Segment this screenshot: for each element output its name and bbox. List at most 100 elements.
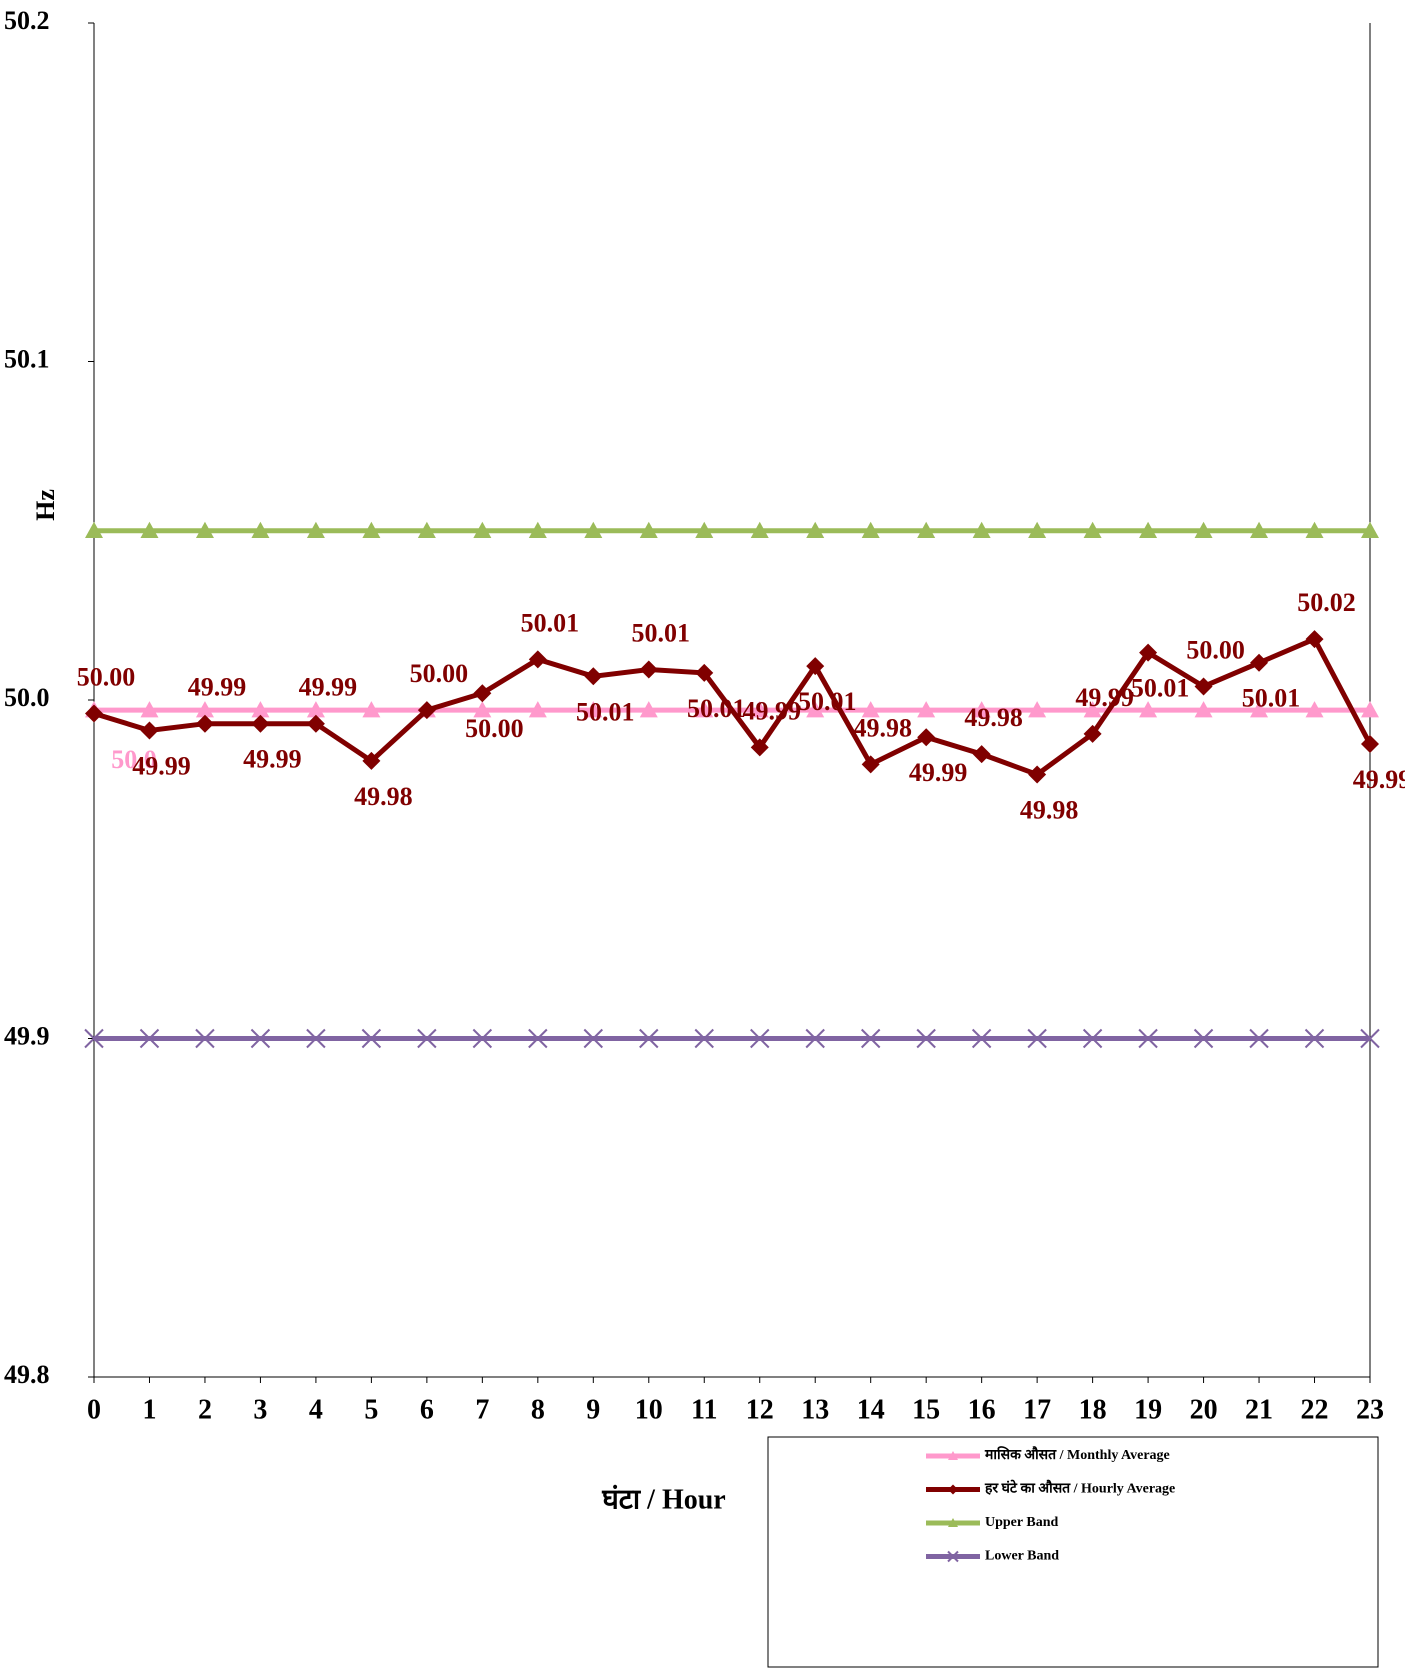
point <box>362 521 381 538</box>
point <box>750 738 769 757</box>
data-label: 49.99 <box>132 751 191 780</box>
x-tick-label: 20 <box>1190 1394 1218 1425</box>
point <box>972 521 991 538</box>
point <box>1193 1028 1214 1049</box>
point <box>917 701 936 718</box>
point <box>917 521 936 538</box>
data-label: 49.98 <box>853 713 912 742</box>
point <box>85 704 103 723</box>
legend-marker <box>948 1451 958 1460</box>
point <box>639 521 658 538</box>
x-tick-label: 5 <box>364 1394 378 1425</box>
point <box>1250 653 1269 672</box>
x-tick-label: 14 <box>857 1394 885 1425</box>
point <box>860 1028 881 1049</box>
x-tick-label: 10 <box>635 1394 663 1425</box>
x-tick-label: 18 <box>1079 1394 1107 1425</box>
point <box>1250 521 1269 538</box>
point <box>1194 521 1213 538</box>
point <box>917 728 936 747</box>
point <box>140 721 159 740</box>
data-label: 49.98 <box>354 782 413 811</box>
point <box>1139 521 1158 538</box>
point <box>972 745 991 764</box>
point <box>251 521 270 538</box>
x-tick-label: 7 <box>475 1394 489 1425</box>
point <box>1250 701 1269 718</box>
data-label: 50.00 <box>1186 635 1245 664</box>
data-label: 50.01 <box>1131 674 1190 703</box>
point <box>806 701 825 718</box>
point <box>361 1028 382 1049</box>
legend-marker <box>948 1518 958 1527</box>
data-label: 49.99 <box>243 745 302 774</box>
point <box>85 521 103 538</box>
point <box>695 701 714 718</box>
point <box>306 1028 326 1049</box>
data-label: 49.99 <box>1353 765 1405 794</box>
x-tick-label: 9 <box>586 1394 600 1425</box>
data-label: 49.99 <box>299 673 358 702</box>
data-label: 50.01 <box>1242 684 1301 713</box>
x-tick-label: 22 <box>1301 1394 1329 1425</box>
point <box>695 521 714 538</box>
point <box>473 701 492 718</box>
point <box>417 521 436 538</box>
x-axis-label: घंटा / Hour <box>601 1484 725 1515</box>
point <box>528 1028 548 1049</box>
data-label: 49.99 <box>188 673 247 702</box>
point <box>916 1028 936 1049</box>
point <box>861 701 880 718</box>
point <box>140 521 159 538</box>
point <box>861 521 880 538</box>
x-tick-label: 21 <box>1245 1394 1273 1425</box>
data-label: 49.99 <box>909 758 968 787</box>
point <box>583 1028 604 1049</box>
point <box>1361 735 1379 754</box>
data-label: 50.0 <box>111 745 157 774</box>
x-tick-label: 1 <box>142 1394 156 1425</box>
point <box>584 667 603 686</box>
point <box>1082 1028 1103 1049</box>
x-tick-label: 8 <box>531 1394 545 1425</box>
x-tick-label: 4 <box>309 1394 323 1425</box>
data-label: 50.01 <box>687 694 746 723</box>
x-tick-label: 13 <box>801 1394 829 1425</box>
legend-label: मासिक औसत / Monthly Average <box>984 1446 1170 1463</box>
point <box>1305 630 1324 649</box>
legend-label: Lower Band <box>985 1549 1059 1564</box>
point <box>806 657 825 676</box>
point <box>861 755 880 774</box>
point <box>195 521 214 538</box>
legend-box <box>767 1436 1379 1668</box>
x-tick-label: 3 <box>253 1394 267 1425</box>
point <box>250 1028 271 1049</box>
legend-label: हर घंटे का औसत / Hourly Average <box>984 1480 1175 1497</box>
point <box>584 701 603 718</box>
point <box>251 701 270 718</box>
point <box>473 521 492 538</box>
point <box>195 1028 215 1049</box>
point <box>639 660 658 679</box>
point <box>140 701 159 718</box>
point <box>362 701 381 718</box>
point <box>1083 701 1102 718</box>
point <box>1305 521 1324 538</box>
data-label: 50.01 <box>798 687 857 716</box>
point <box>472 1028 493 1049</box>
legend-marker <box>948 1484 958 1495</box>
point <box>1139 643 1158 662</box>
point <box>306 701 325 718</box>
y-tick-label: 49.9 <box>4 1021 50 1050</box>
point <box>750 521 769 538</box>
x-tick-label: 23 <box>1356 1394 1384 1425</box>
x-tick-label: 16 <box>968 1394 996 1425</box>
point <box>528 650 547 669</box>
point <box>1028 521 1047 538</box>
point <box>1249 1028 1269 1049</box>
point <box>805 1028 825 1049</box>
point <box>528 701 547 718</box>
y-tick-label: 50.1 <box>4 344 50 373</box>
data-label: 49.98 <box>1020 795 1079 824</box>
